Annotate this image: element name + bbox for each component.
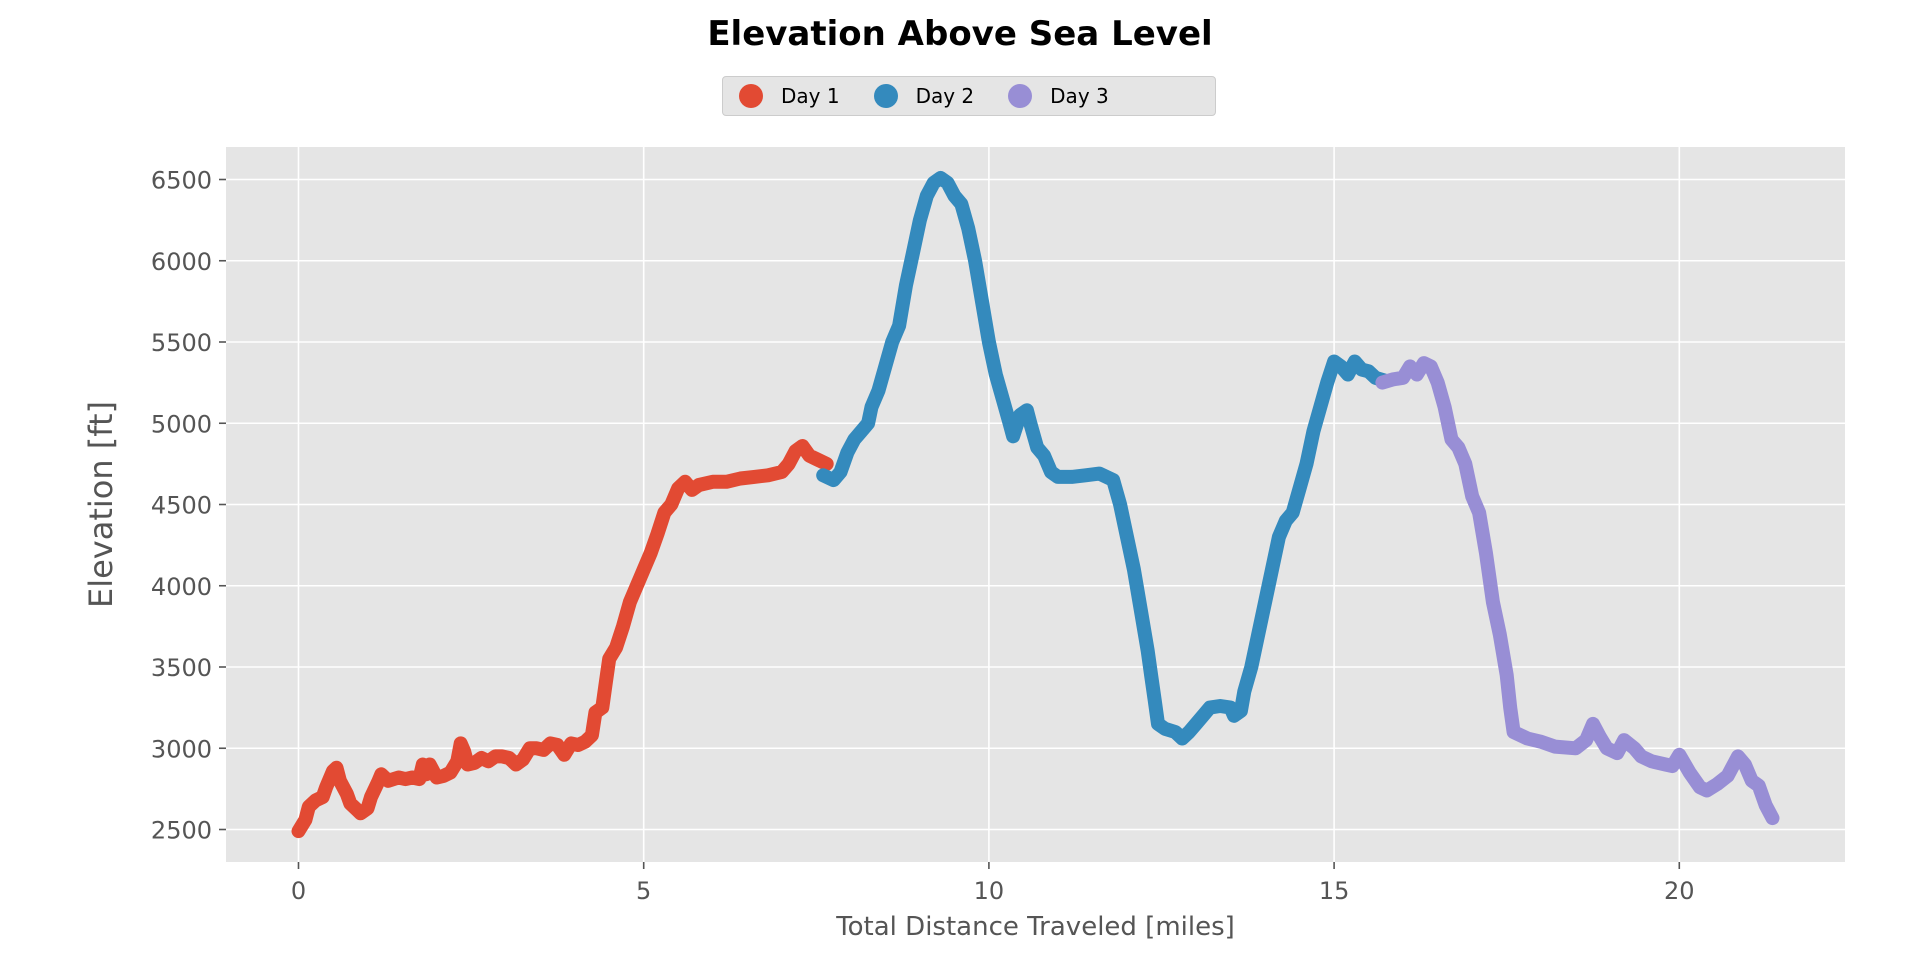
legend-label-day-3: Day 3 [1050,84,1109,108]
series-line-day-3 [1375,356,1780,826]
legend-label-day-2: Day 2 [915,84,975,108]
y-tick-label: 3500 [151,654,212,682]
y-tick-label: 6000 [151,248,212,276]
axis-ticks: 0 5 10 15 20 2500 3000 3500 4000 4500 5000 5500 6000… [151,167,1695,906]
y-tick-label: 6500 [151,167,212,195]
series-line-day-2 [816,170,1393,746]
y-tick-label: 2500 [151,817,212,845]
y-tick-label: 5000 [151,410,212,438]
legend-marker-day-3 [1008,84,1033,108]
y-tick-label: 4000 [151,573,212,601]
y-tick-label: 5500 [151,329,212,357]
chart-title: Elevation Above Sea Level [707,14,1213,54]
legend-item-day-1: Day 1 [739,84,840,108]
x-tick-label: 0 [291,877,306,905]
data-series [291,170,1780,839]
legend-marker-day-2 [873,84,898,108]
legend: Day 1 Day 2 Day 3 [722,76,1216,116]
series-line-day-1 [291,439,834,839]
legend-marker-day-1 [739,84,763,108]
x-tick-label: 15 [1319,877,1350,905]
y-tick-label: 4500 [151,492,212,520]
legend-label-day-1: Day 1 [781,84,840,108]
x-tick-label: 10 [974,877,1005,905]
x-tick-label: 20 [1664,877,1695,905]
y-axis-label: Elevation [ft] [82,401,120,608]
legend-item-day-2: Day 2 [873,84,975,108]
x-tick-label: 5 [636,877,651,905]
x-axis-label: Total Distance Traveled [miles] [835,912,1235,942]
y-tick-label: 3000 [151,735,212,763]
legend-item-day-3: Day 3 [1008,84,1109,108]
